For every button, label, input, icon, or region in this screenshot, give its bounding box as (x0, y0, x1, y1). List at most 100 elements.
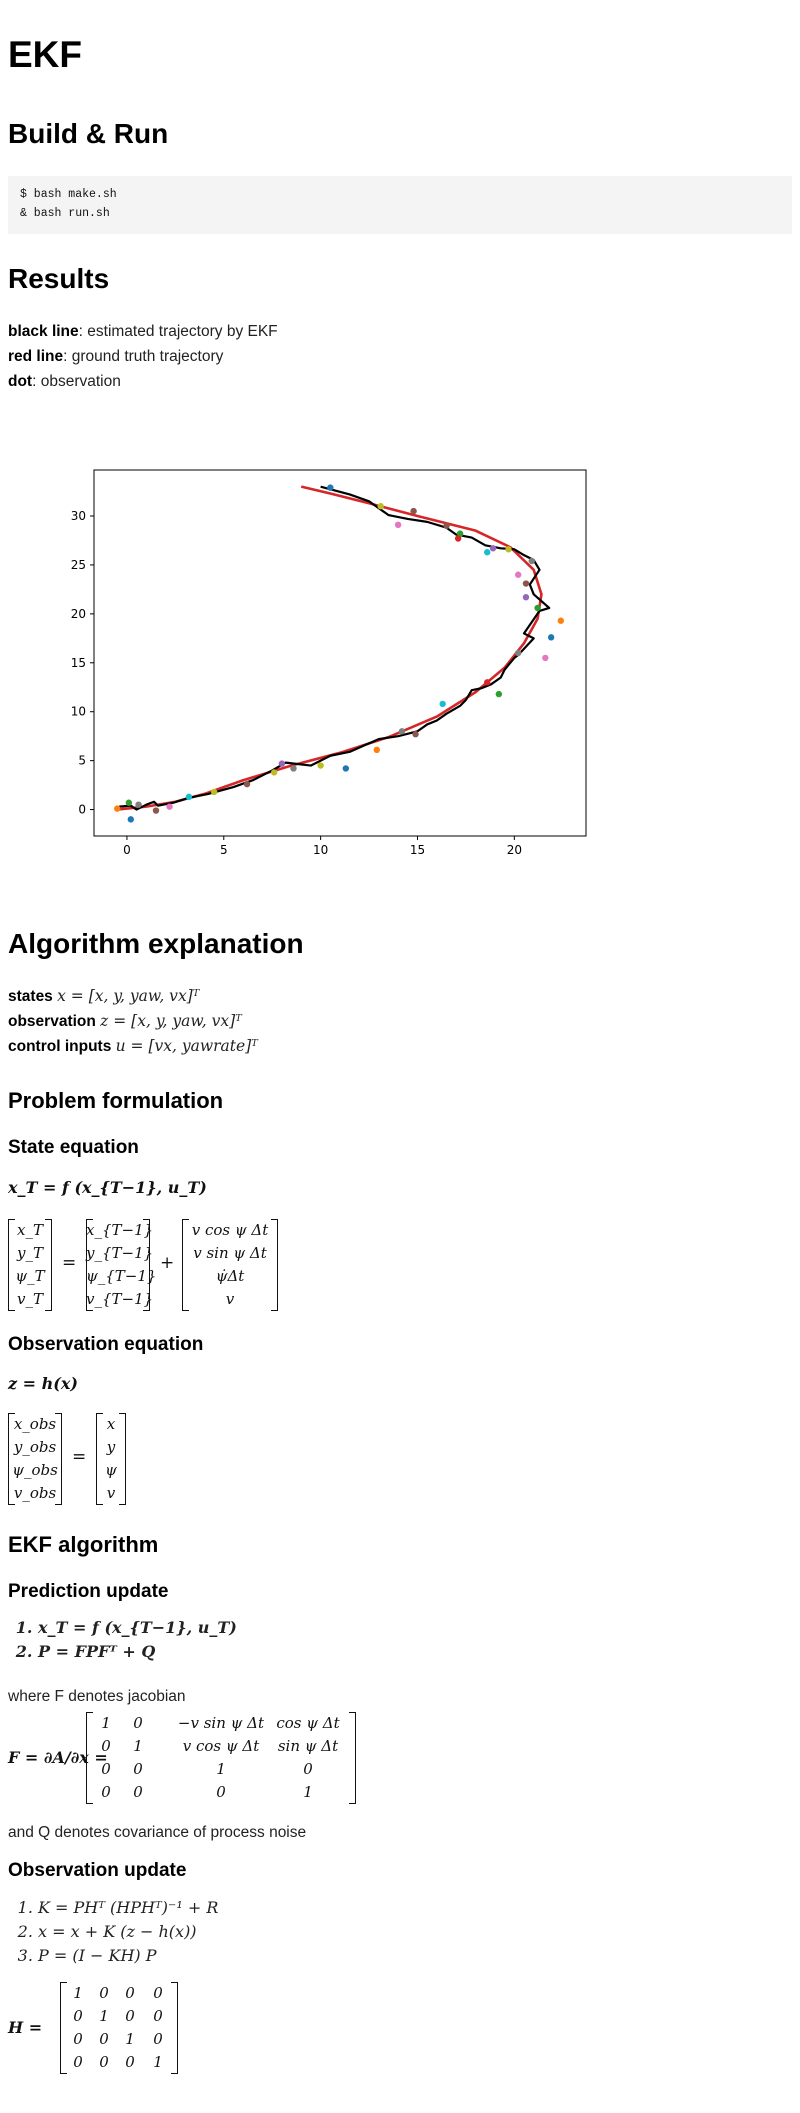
x-tick-label: 20 (507, 843, 522, 857)
vector-entry: y_obs (13, 1438, 57, 1456)
observation-point (454, 535, 462, 542)
observation-point (377, 503, 384, 510)
H-matrix-cell: 0 (125, 2007, 135, 2025)
def-term: control inputs (8, 1038, 112, 1055)
vector-entry: v sin ψ Δt (193, 1244, 267, 1262)
algorithm-heading: Algorithm explanation (8, 928, 304, 959)
plot-frame (93, 469, 587, 837)
F-matrix-cell: 1 (133, 1737, 143, 1755)
observation-point (270, 769, 278, 776)
observation-point (547, 634, 555, 641)
F-matrix-cell: 0 (303, 1760, 313, 1778)
legend-term: black line (8, 323, 79, 340)
vector-entry: v cos ψ Δt (191, 1221, 269, 1239)
code-line-make: $ bash make.sh (20, 188, 117, 201)
observation-point (522, 580, 530, 587)
observation-point (152, 807, 160, 814)
H-matrix-cell: 0 (125, 1984, 135, 2002)
def-control: control inputs u = [vx, yawrate]ᵀ (8, 1037, 258, 1056)
observation-point (125, 799, 133, 806)
F-matrix-cell: 0 (101, 1783, 111, 1801)
state-equation-heading: State equation (8, 1137, 139, 1158)
vector-entry: y_T (17, 1244, 43, 1262)
observation-point (489, 545, 497, 552)
observation-point (515, 571, 522, 578)
H-matrix-cell: 0 (73, 2030, 83, 2048)
vector-entry: ψ_{T−1} (86, 1267, 157, 1285)
observation-equation: z = h(x) (8, 1374, 78, 1393)
page-title: EKF (8, 34, 82, 75)
vector-entry: v (225, 1290, 235, 1308)
x-tick-label: 0 (123, 843, 131, 857)
vector-entry: y (106, 1438, 116, 1456)
legend-black-line: black line: estimated trajectory by EKF (8, 323, 278, 341)
observation-point (534, 604, 541, 612)
observation-point (484, 549, 491, 556)
vector-entry: ψ_obs (12, 1461, 58, 1479)
vector-entry: y_{T−1} (86, 1244, 154, 1262)
code-line-run: & bash run.sh (20, 207, 110, 220)
observation-point (278, 760, 286, 767)
observation-point (542, 654, 549, 662)
F-matrix-cell: −v sin ψ Δt (177, 1714, 265, 1732)
vector-entry: x_obs (13, 1415, 57, 1433)
Q-note: and Q denotes covariance of process nois… (8, 1824, 307, 1841)
H-matrix-cell: 0 (125, 2053, 135, 2071)
plus-sign: + (160, 1253, 175, 1273)
x-tick-label: 5 (220, 843, 228, 857)
observation-point (439, 700, 446, 708)
def-math: z = [x, y, yaw, vx]ᵀ (100, 1012, 242, 1030)
def-states: states x = [x, y, yaw, vx]ᵀ (8, 987, 199, 1006)
def-math: u = [vx, yawrate]ᵀ (115, 1037, 258, 1055)
x-tick-label: 10 (313, 843, 328, 857)
estimated-trajectory-line (119, 485, 551, 811)
observation-point (210, 788, 218, 796)
state-equation: x_T = f (x_{T−1}, u_T) (8, 1178, 207, 1197)
observation-point (327, 484, 334, 491)
legend-term: dot (8, 373, 33, 390)
state-mid-vector: x_{T−1} y_{T−1} ψ_{T−1} v_{T−1} (86, 1219, 157, 1311)
vector-entry: v_T (17, 1290, 43, 1308)
build-heading: Build & Run (8, 118, 169, 149)
F-matrix-cell: sin ψ Δt (277, 1737, 339, 1755)
H-matrix-cell: 0 (153, 2007, 163, 2025)
F-matrix-cell: cos ψ Δt (276, 1714, 340, 1732)
code-block: $ bash make.sh & bash run.sh (8, 176, 792, 234)
observation-update-heading: Observation update (8, 1860, 187, 1881)
legend-red-line: red line: ground truth trajectory (8, 348, 223, 366)
ekf-heading: EKF algorithm (8, 1532, 159, 1557)
observation-point (127, 816, 135, 823)
F-matrix-cell: 1 (216, 1760, 226, 1778)
vector-entry: v (106, 1484, 116, 1502)
y-tick-label: 5 (78, 754, 86, 768)
legend-term: red line (8, 348, 64, 365)
legend-desc: : observation (32, 373, 121, 390)
vector-entry: v_obs (13, 1484, 57, 1502)
legend-desc: : ground truth trajectory (63, 348, 224, 365)
observation-point (515, 649, 522, 657)
observation-point (456, 530, 464, 537)
F-label: F = ∂A/∂x = (8, 1748, 108, 1767)
prediction-steps: x_T = f (x_{T−1}, u_T) P = FPFᵀ + Q (8, 1616, 237, 1664)
H-matrix-cell: 0 (73, 2007, 83, 2025)
H-matrix-cell: 1 (125, 2030, 135, 2048)
F-matrix-cell: 0 (101, 1760, 111, 1778)
observation-point (394, 521, 402, 529)
observation-point (398, 728, 406, 735)
H-label: H = (8, 2018, 43, 2037)
H-matrix-cell: 1 (99, 2007, 109, 2025)
vector-entry: ψ (105, 1461, 117, 1479)
observation-point (243, 780, 251, 788)
F-matrix-cell: 0 (133, 1783, 143, 1801)
observation-point (185, 793, 193, 801)
y-tick-label: 30 (71, 509, 86, 523)
F-matrix-cell: 1 (101, 1714, 111, 1732)
vector-entry: ψ̇Δt (215, 1267, 245, 1285)
def-term: observation (8, 1013, 96, 1030)
F-matrix-cell: 1 (303, 1783, 313, 1801)
def-math: x = [x, y, yaw, vx]ᵀ (57, 987, 200, 1005)
prediction-heading: Prediction update (8, 1581, 169, 1602)
problem-heading: Problem formulation (8, 1088, 224, 1113)
y-tick-label: 0 (78, 803, 86, 817)
